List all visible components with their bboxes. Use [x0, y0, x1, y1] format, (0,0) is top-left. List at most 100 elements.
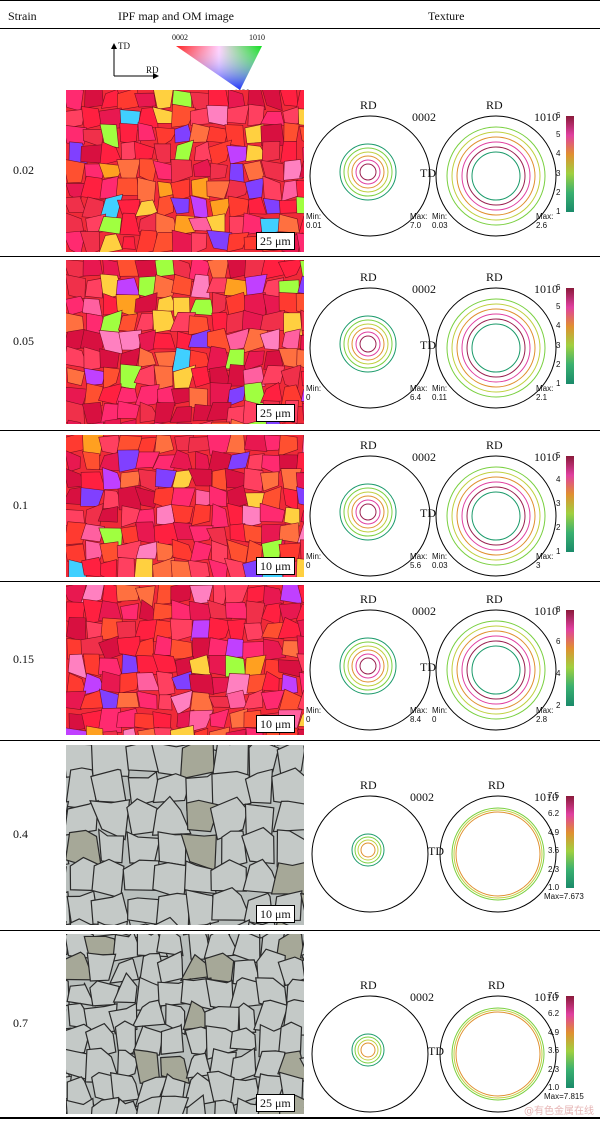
pole-figure-1010-2	[434, 454, 558, 578]
color-bar-5	[566, 996, 574, 1088]
pole-figure-0002-5	[310, 994, 430, 1114]
pf1-min-label-3: Min:	[306, 706, 322, 715]
pf2-min-label-3: Min:	[432, 706, 448, 715]
ipf-map-1	[66, 260, 304, 424]
pole-figure-1010-0	[434, 114, 558, 238]
pf1-rd-label-1: RD	[360, 270, 377, 284]
strain-value-5: 0.7	[13, 1016, 28, 1030]
color-bar-tick-0-4: 2	[556, 187, 561, 197]
color-bar-tick-1-2: 4	[556, 321, 561, 331]
pf1-td-label-5: TD	[428, 1044, 444, 1058]
pf2-max-label-1: Max:	[536, 384, 554, 393]
pf1-plane-label-4: 0002	[410, 790, 434, 804]
om-image-4	[66, 745, 304, 925]
pf1-max-value-2: 5.6	[410, 561, 422, 570]
color-bar-tick-0-3: 3	[556, 168, 561, 178]
pf1-max-label-2: Max:	[410, 552, 428, 561]
color-bar-tick-5-2: 4.9	[548, 1027, 560, 1037]
pf1-td-label-4: TD	[428, 844, 444, 858]
color-bar-0	[566, 116, 574, 212]
legend-0002: 0002	[172, 33, 188, 42]
ipf-color-triangle	[176, 46, 262, 90]
pole-figure-1010-1	[434, 286, 558, 410]
color-bar-tick-4-3: 3.6	[548, 846, 560, 856]
color-bar-tick-1-1: 5	[556, 302, 561, 312]
pole-figure-0002-0	[308, 114, 432, 238]
top-rule	[0, 0, 600, 1]
pf1-td-label-3: TD	[420, 660, 436, 674]
color-bar-tick-3-3: 2	[556, 701, 561, 710]
color-bar-4	[566, 796, 574, 888]
color-bar-tick-0-1: 5	[556, 130, 561, 140]
ipf-map-2	[66, 435, 304, 577]
pf1-plane-label-1: 0002	[412, 282, 436, 296]
pf2-max-label-3: Max:	[536, 706, 554, 715]
axis-legend	[111, 43, 159, 79]
legend-rd: RD	[146, 65, 159, 75]
pf1-min-value-0: 0.01	[306, 221, 322, 230]
scale-bar-5: 25 μm	[256, 1094, 295, 1112]
pole-figure-0002-3	[308, 608, 432, 732]
color-bar-tick-5-5: 1.0	[548, 1083, 560, 1092]
pf2-min-label-0: Min:	[432, 212, 448, 221]
pf1-min-value-1: 0	[306, 393, 311, 402]
pf1-max-label-1: Max:	[410, 384, 428, 393]
row-rule-2	[0, 430, 600, 431]
pf2-min-value-2: 0.03	[432, 561, 448, 570]
pf1-plane-label-5: 0002	[410, 990, 434, 1004]
color-bar-tick-2-3: 2	[556, 523, 561, 532]
pf1-min-value-3: 0	[306, 715, 311, 724]
row-rule-4	[0, 740, 600, 741]
color-bar-tick-1-0: 6	[556, 283, 561, 292]
color-bar-tick-2-2: 3	[556, 499, 561, 508]
color-bar-tick-4-2: 4.9	[548, 827, 560, 837]
pole-figure-0002-4	[310, 794, 430, 914]
pf2-min-label-1: Min:	[432, 384, 448, 393]
pf2-max-value-2: 3	[536, 561, 541, 570]
color-bar-tick-3-2: 4	[556, 669, 561, 678]
strain-value-0: 0.02	[13, 163, 34, 177]
bottom-rule	[0, 1117, 600, 1119]
pf2-min-value-3: 0	[432, 715, 437, 724]
pf2-max-value-1: 2.1	[536, 393, 548, 402]
pf2-rd-label-2: RD	[486, 438, 503, 452]
pf2-plane-label-2: 1010	[534, 450, 558, 464]
color-bar-tick-5-4: 2.3	[548, 1064, 560, 1074]
pf2-max-value-3: 2.8	[536, 715, 548, 724]
color-bar-tick-2-1: 4	[556, 475, 561, 484]
color-bar-tick-0-0: 6	[556, 111, 561, 120]
pf1-max-value-1: 6.4	[410, 393, 422, 402]
pf2-rd-label-3: RD	[486, 592, 503, 606]
strain-value-2: 0.1	[13, 498, 28, 512]
pf2-min-value-1: 0.11	[432, 393, 447, 402]
ipf-map-0	[66, 90, 304, 252]
pf2-plane-label-4: 1010	[534, 790, 558, 804]
color-bar-tick-5-3: 3.6	[548, 1046, 560, 1056]
color-bar-tick-2-4: 1	[556, 547, 561, 556]
pf1-min-label-0: Min:	[306, 212, 322, 221]
color-bar-tick-5-1: 6.2	[548, 1009, 560, 1019]
color-bar-tick-0-2: 4	[556, 149, 561, 159]
pf1-td-label-1: TD	[420, 338, 436, 352]
header-rule	[0, 28, 600, 29]
legend-1010: 1010	[249, 33, 265, 42]
scale-bar-0: 25 μm	[256, 232, 295, 250]
pf1-max-label-3: Max:	[410, 706, 428, 715]
color-bar-max-5: Max=7.815	[544, 1092, 584, 1101]
pf2-plane-label-5: 1010	[534, 990, 558, 1004]
pf1-rd-label-3: RD	[360, 592, 377, 606]
pf2-max-label-0: Max:	[536, 212, 554, 221]
color-bar-1	[566, 288, 574, 384]
pf2-max-value-0: 2.6	[536, 221, 548, 230]
color-bar-tick-2-0: 5	[556, 451, 561, 460]
color-bar-max-4: Max=7.673	[544, 892, 584, 901]
om-image-5	[66, 934, 304, 1114]
pf2-rd-label-5: RD	[488, 978, 505, 992]
pf2-plane-label-1: 1010	[534, 282, 558, 296]
pf2-plane-label-0: 1010	[534, 110, 558, 124]
color-bar-tick-4-5: 1.0	[548, 883, 560, 892]
color-bar-tick-3-1: 6	[556, 637, 561, 646]
scale-bar-4: 10 μm	[256, 905, 295, 923]
color-bar-tick-5-0: 7.5	[548, 991, 560, 1000]
strain-value-1: 0.05	[13, 334, 34, 348]
